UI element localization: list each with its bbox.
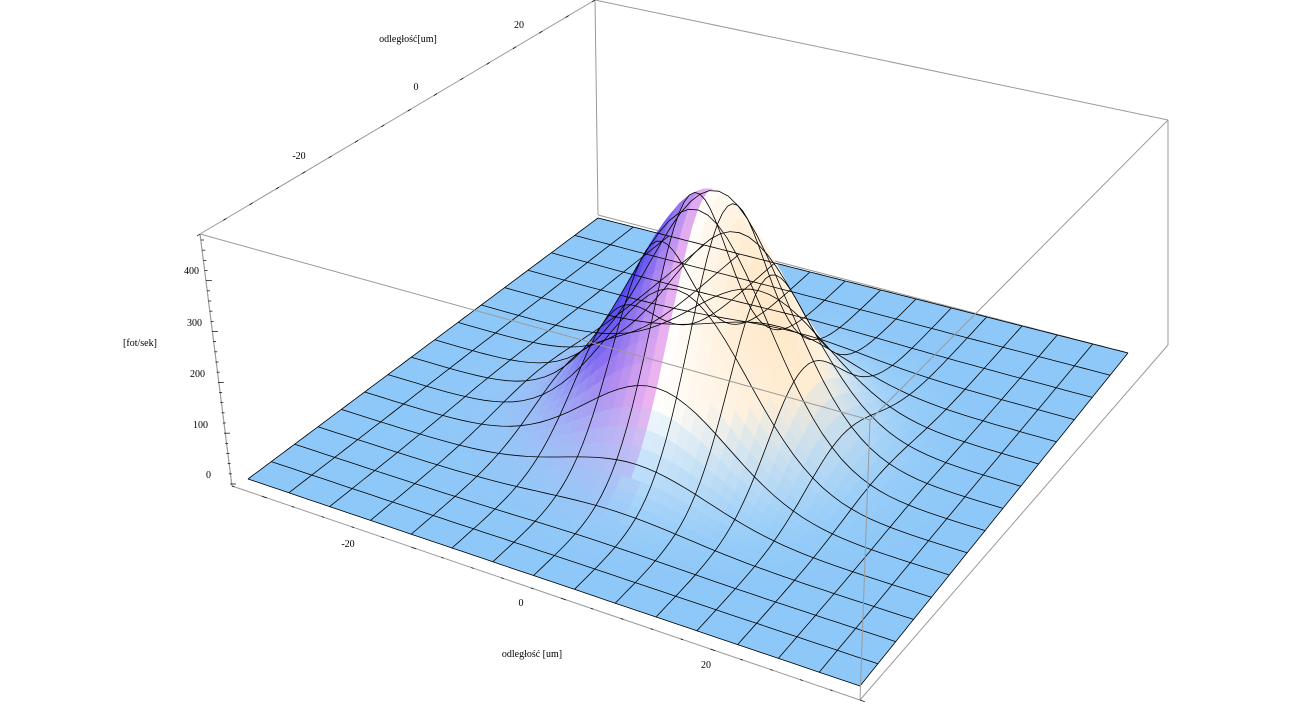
x-tick-mark xyxy=(261,495,267,499)
mesh-line-x xyxy=(655,307,952,618)
y-tick-label: -20 xyxy=(292,151,305,162)
x-tick-mark xyxy=(381,536,385,539)
bounding-box-front xyxy=(199,119,1169,701)
x-tick-mark xyxy=(441,557,444,559)
box-edge-top-front xyxy=(199,233,871,421)
mesh-line-y xyxy=(341,409,932,598)
z-tick-label: 100 xyxy=(193,420,208,431)
box-edge-front-left xyxy=(199,233,233,487)
mesh-line-y xyxy=(481,288,1039,465)
y-tick-mark xyxy=(302,171,306,174)
y-tick-mark xyxy=(539,30,543,34)
mesh-line-x xyxy=(533,191,846,576)
y-tick-mark xyxy=(565,15,569,18)
mesh-line-y xyxy=(411,208,986,531)
mesh-line-y xyxy=(364,385,950,576)
mesh-line-y xyxy=(317,426,914,620)
y-tick-mark xyxy=(381,124,385,128)
surface-mesh xyxy=(247,188,1129,687)
z-tick-label: 400 xyxy=(184,266,199,277)
box-edge-top-left xyxy=(199,0,596,235)
x-tick-mark xyxy=(351,526,355,528)
y-axis-label: odległość[um] xyxy=(379,34,437,45)
mesh-line-y xyxy=(574,235,1111,376)
y-tick-mark xyxy=(512,46,517,50)
y-tick-mark xyxy=(407,108,411,112)
mesh-line-y xyxy=(527,269,1075,420)
x-tick-mark xyxy=(829,689,833,692)
x-tick-mark xyxy=(291,506,295,508)
z-axis-label: [fot/sek] xyxy=(123,338,157,349)
x-tick-mark xyxy=(560,597,566,601)
mesh-line-x xyxy=(410,253,740,535)
mesh-line-x xyxy=(492,240,811,563)
x-tick-mark xyxy=(501,577,504,579)
z-tick-label: 200 xyxy=(190,369,205,380)
mesh-line-x xyxy=(859,352,1129,687)
x-tick-mark xyxy=(530,587,534,590)
mesh-line-y xyxy=(597,217,1129,354)
y-tick-mark xyxy=(328,155,332,159)
x-tick-label: 0 xyxy=(519,598,524,609)
mesh-line-y xyxy=(271,461,879,665)
y-tick-label: 0 xyxy=(414,82,419,93)
x-tick-mark xyxy=(590,607,594,610)
y-tick-mark xyxy=(460,77,464,81)
y-tick-mark xyxy=(354,140,359,143)
mesh-line-x xyxy=(614,274,917,604)
x-tick-mark xyxy=(770,669,773,671)
x-tick-mark xyxy=(620,618,624,620)
mesh-line-y xyxy=(387,288,968,554)
x-tick-mark xyxy=(231,485,235,488)
mesh-line-x xyxy=(574,203,881,590)
z-tick-label: 0 xyxy=(206,470,211,481)
x-tick-mark xyxy=(710,648,716,652)
mesh-line-y xyxy=(457,231,1021,487)
x-tick-mark xyxy=(471,567,474,569)
mesh-line-y xyxy=(247,478,861,687)
mesh-line-x xyxy=(451,262,775,549)
mesh-line-x xyxy=(696,316,987,632)
box-edge-back-vertical xyxy=(594,0,599,216)
mesh-line-y xyxy=(294,443,896,642)
x-tick-mark xyxy=(321,516,325,518)
mesh-line-x xyxy=(329,235,669,507)
mesh-line-x xyxy=(818,343,1094,673)
mesh-line-y xyxy=(551,252,1093,398)
x-tick-mark xyxy=(740,658,743,661)
x-tick-mark xyxy=(800,679,803,681)
mesh-line-x xyxy=(778,334,1058,659)
mesh-line-x xyxy=(370,244,705,521)
y-tick-mark xyxy=(275,186,280,190)
box-edge-base-right xyxy=(859,344,1169,701)
box-edge-front-vertical xyxy=(859,419,871,701)
y-tick-label: 20 xyxy=(514,20,524,31)
y-tick-mark xyxy=(486,62,490,65)
mesh-line-x xyxy=(737,325,1023,645)
box-edge-top-front-right xyxy=(869,119,1169,421)
z-tick-label: 300 xyxy=(187,318,202,329)
y-tick-mark xyxy=(433,93,438,96)
box-edge-base-front xyxy=(231,485,861,701)
box-edge-top-right xyxy=(594,0,1169,121)
x-tick-label: 20 xyxy=(701,660,711,671)
mesh-line-y xyxy=(434,190,1004,509)
x-tick-mark xyxy=(859,699,865,703)
x-tick-mark xyxy=(680,638,684,641)
y-tick-mark xyxy=(591,0,596,3)
mesh-line-x xyxy=(247,217,599,480)
x-tick-mark xyxy=(650,628,654,630)
x-tick-label: -20 xyxy=(341,539,354,550)
mesh-line-x xyxy=(288,226,634,494)
x-tick-mark xyxy=(411,546,417,550)
y-tick-mark xyxy=(223,218,227,221)
mesh-line-y xyxy=(504,287,1057,443)
y-tick-mark xyxy=(196,233,201,237)
y-tick-mark xyxy=(249,202,253,206)
x-axis-label: odległość [um] xyxy=(502,649,562,660)
